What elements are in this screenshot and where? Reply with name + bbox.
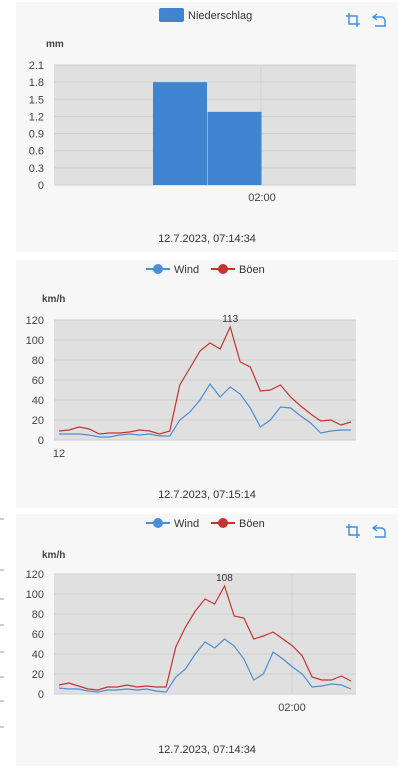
- legend-label-boeen: Böen: [239, 518, 265, 530]
- wind-card-2: Wind Böen km/h 0 20 40 60 80 100 120 108 02:00…: [16, 514, 398, 766]
- x-tick-label: 02:00: [278, 702, 306, 714]
- y-tick-label: 40: [32, 395, 44, 407]
- y-tick-label: 2.1: [29, 60, 44, 72]
- y-tick-label: 60: [32, 375, 44, 387]
- bar[interactable]: [153, 82, 207, 185]
- page-edge-ticks: [0, 518, 4, 728]
- gust-line[interactable]: [58, 325, 352, 435]
- restore-icon[interactable]: [371, 523, 387, 539]
- grid-lines: [54, 573, 356, 695]
- gust-line[interactable]: [58, 584, 352, 691]
- y-tick-label: 100: [26, 335, 44, 347]
- y-axis-ticks: 0 20 40 60 80 100 120: [26, 569, 44, 701]
- legend-item-boeen[interactable]: Böen: [211, 518, 265, 530]
- chart-timestamp: 12.7.2023, 07:14:34: [158, 744, 256, 756]
- y-axis-ticks: 0 0.3 0.6 0.9 1.2 1.5 1.8 2.1: [29, 60, 44, 192]
- legend-label-boeen: Böen: [239, 264, 265, 276]
- wind-chart-2: Wind Böen km/h 0 20 40 60 80 100 120 108 02:00: [26, 518, 356, 714]
- legend-item-boeen[interactable]: Böen: [211, 264, 265, 276]
- y-tick-label: 1.2: [29, 111, 44, 123]
- y-tick-label: 60: [32, 629, 44, 641]
- precipitation-card: Niederschlag mm 0 0.3 0.6 0.9 1.2 1.5 1.8 2.1 0…: [16, 2, 398, 252]
- y-tick-label: 1.8: [29, 77, 44, 89]
- bar-series: [153, 82, 262, 185]
- legend-label-wind: Wind: [174, 264, 199, 276]
- bar[interactable]: [207, 111, 262, 185]
- y-tick-label: 100: [26, 589, 44, 601]
- wind-line[interactable]: [58, 638, 352, 693]
- y-axis-unit: mm: [46, 39, 64, 50]
- chart-timestamp: 12.7.2023, 07:15:14: [158, 489, 256, 501]
- y-tick-label: 0.9: [29, 129, 44, 141]
- line-series: [58, 584, 352, 693]
- y-tick-label: 0: [38, 689, 44, 701]
- y-tick-label: 1.5: [29, 94, 44, 106]
- y-tick-label: 0.6: [29, 146, 44, 158]
- legend-item-wind[interactable]: Wind: [146, 518, 199, 530]
- crop-icon[interactable]: [345, 523, 361, 539]
- y-tick-label: 0.3: [29, 163, 44, 175]
- wind-chart-1: Wind Böen km/h 0 20 40 60 80 100 120 113 12: [26, 264, 356, 460]
- x-tick-label: 02:00: [248, 192, 276, 204]
- x-tick-label: 12: [53, 448, 65, 460]
- precipitation-chart: Niederschlag mm 0 0.3 0.6 0.9 1.2 1.5 1.8 2.1 0…: [29, 8, 356, 204]
- y-tick-label: 40: [32, 649, 44, 661]
- max-value-label: 108: [216, 573, 233, 584]
- line-series: [58, 325, 352, 438]
- y-axis-unit: km/h: [42, 550, 65, 561]
- chart-timestamp: 12.7.2023, 07:14:34: [158, 233, 256, 245]
- wind-card-1: Wind Böen km/h 0 20 40 60 80 100 120 113 12 12…: [16, 260, 398, 508]
- y-tick-label: 120: [26, 569, 44, 581]
- y-axis-unit: km/h: [42, 294, 65, 305]
- y-tick-label: 0: [38, 180, 44, 192]
- wind-line[interactable]: [59, 382, 351, 438]
- grid-lines: [54, 319, 356, 441]
- y-tick-label: 20: [32, 415, 44, 427]
- legend-item-wind[interactable]: Wind: [146, 264, 199, 276]
- max-value-label: 113: [222, 314, 238, 325]
- legend-label-niederschlag[interactable]: Niederschlag: [188, 10, 252, 22]
- legend-swatch-niederschlag[interactable]: [159, 8, 184, 22]
- y-tick-label: 0: [38, 435, 44, 447]
- y-tick-label: 80: [32, 609, 44, 621]
- legend-label-wind: Wind: [174, 518, 199, 530]
- y-axis-ticks: 0 20 40 60 80 100 120: [26, 315, 44, 447]
- y-tick-label: 120: [26, 315, 44, 327]
- y-tick-label: 80: [32, 355, 44, 367]
- restore-icon[interactable]: [371, 12, 387, 28]
- y-tick-label: 20: [32, 669, 44, 681]
- crop-icon[interactable]: [345, 12, 361, 28]
